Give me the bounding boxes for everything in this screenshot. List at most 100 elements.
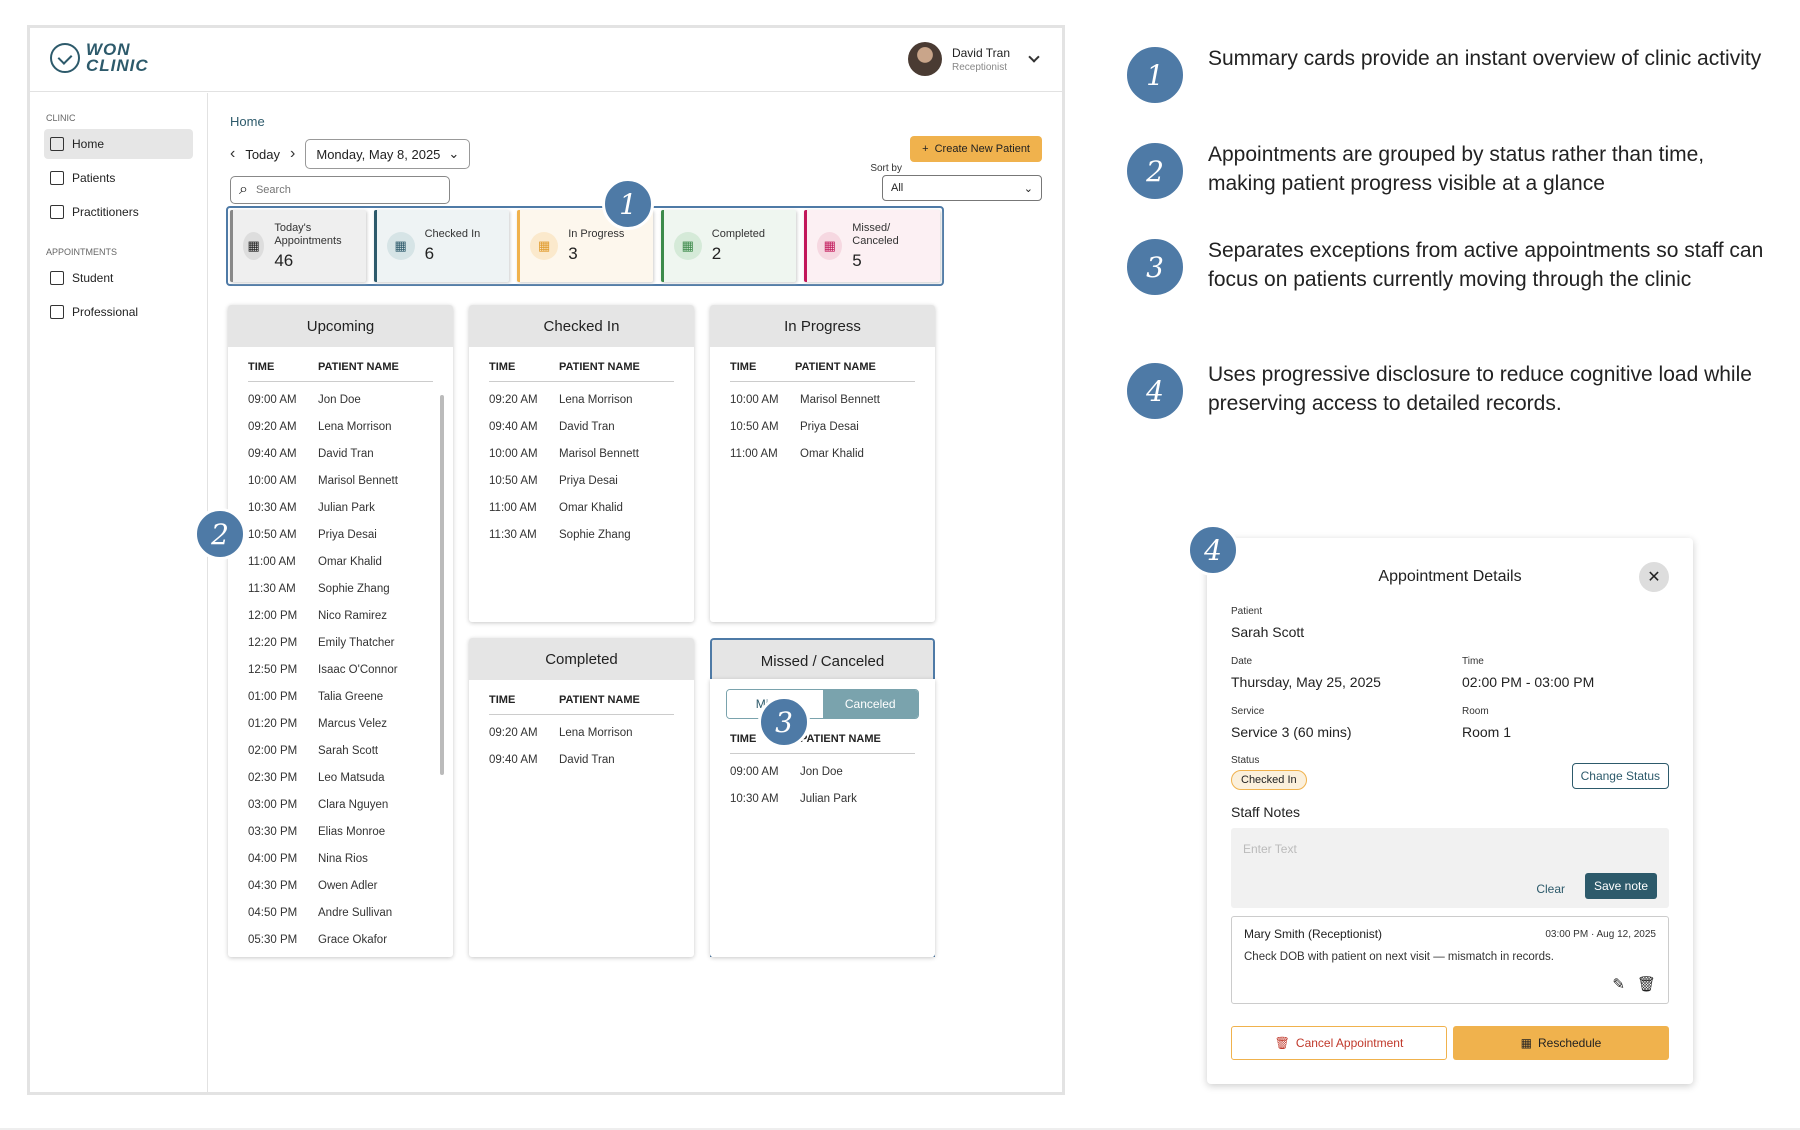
table-row[interactable]: 10:00 AM Marisol Bennett xyxy=(730,386,915,413)
table-row[interactable]: 03:30 PM Elias Monroe xyxy=(248,818,433,845)
table-row[interactable]: 10:50 AM Priya Desai xyxy=(730,413,915,440)
summary-card-today[interactable]: ▦ Today's Appointments 46 xyxy=(230,210,366,282)
table-row[interactable]: 09:40 AM David Tran xyxy=(489,413,674,440)
staff-notes-textarea[interactable]: Enter Text Clear Save note xyxy=(1231,828,1669,908)
table-row[interactable]: 11:00 AM Omar Khalid xyxy=(730,440,915,467)
sidebar-item-professional[interactable]: Professional xyxy=(44,297,193,327)
table-row[interactable]: 09:40 AM David Tran xyxy=(248,440,433,467)
cancel-appointment-button[interactable]: 🗑 Cancel Appointment xyxy=(1231,1026,1447,1060)
summary-card-missed[interactable]: ▦ Missed/ Canceled 5 xyxy=(804,210,940,282)
chevron-left-icon[interactable]: ‹ xyxy=(230,145,236,162)
row-patient-name: Nina Rios xyxy=(318,852,368,865)
trash-icon[interactable]: 🗑 xyxy=(1636,976,1656,993)
row-time: 09:20 AM xyxy=(489,393,538,406)
row-patient-name: Grace Okafor xyxy=(318,933,388,946)
sidebar-item-student[interactable]: Student xyxy=(44,263,193,293)
table-row[interactable]: 01:20 PM Marcus Velez xyxy=(248,710,433,737)
table-row[interactable]: 09:20 AM Lena Morrison xyxy=(248,413,433,440)
row-time: 10:50 AM xyxy=(248,528,297,541)
row-time: 05:30 PM xyxy=(248,933,298,946)
table-row[interactable]: 09:20 AM Lena Morrison xyxy=(489,386,674,413)
search-input[interactable] xyxy=(255,184,426,196)
table-row[interactable]: 10:30 AM Julian Park xyxy=(730,785,915,812)
summary-card-checked-in[interactable]: ▦ Checked In 6 xyxy=(373,210,510,282)
table-row[interactable]: 09:00 AM Jon Doe xyxy=(248,386,433,413)
create-patient-button[interactable]: + Create New Patient xyxy=(910,136,1042,162)
room-value: Room 1 xyxy=(1462,724,1512,740)
row-patient-name: Omar Khalid xyxy=(800,447,864,460)
row-patient-name: Marisol Bennett xyxy=(800,393,880,406)
table-row[interactable]: 10:00 AM Marisol Bennett xyxy=(248,467,433,494)
note-entry: Mary Smith (Receptionist) 03:00 PM · Aug… xyxy=(1231,916,1669,1004)
staff-notes-heading: Staff Notes xyxy=(1231,804,1301,820)
row-time: 12:50 PM xyxy=(248,663,298,676)
table-row[interactable]: 01:00 PM Talia Greene xyxy=(248,683,433,710)
today-button[interactable]: Today xyxy=(245,146,281,162)
page-divider xyxy=(0,1128,1800,1130)
table-row[interactable]: 03:00 PM Clara Nguyen xyxy=(248,791,433,818)
close-icon[interactable]: ✕ xyxy=(1639,562,1669,592)
table-row[interactable]: 12:50 PM Isaac O'Connor xyxy=(248,656,433,683)
time-value: 02:00 PM - 03:00 PM xyxy=(1462,674,1595,690)
table-row[interactable]: 02:00 PM Sarah Scott xyxy=(248,737,433,764)
row-time: 01:20 PM xyxy=(248,717,298,730)
card-label: Checked In xyxy=(424,228,481,240)
table-row[interactable]: 09:40 AM David Tran xyxy=(489,746,674,773)
table-row[interactable]: 10:50 AM Priya Desai xyxy=(489,467,674,494)
breadcrumb[interactable]: Home xyxy=(230,114,265,129)
save-note-button[interactable]: Save note xyxy=(1584,873,1657,899)
table-row[interactable]: 11:30 AM Sophie Zhang xyxy=(489,521,674,548)
table-row[interactable]: 02:30 PM Leo Matsuda xyxy=(248,764,433,791)
logo[interactable]: WON CLINIC xyxy=(50,41,149,74)
clear-button[interactable]: Clear xyxy=(1536,882,1565,896)
table-row[interactable]: 12:00 PM Nico Ramirez xyxy=(248,602,433,629)
search-box: ⌕ xyxy=(230,176,450,204)
row-patient-name: Sarah Scott xyxy=(318,744,379,757)
sidebar-item-home[interactable]: Home xyxy=(44,129,193,159)
chevron-down-icon[interactable] xyxy=(1028,51,1040,63)
row-patient-name: Marisol Bennett xyxy=(318,474,398,487)
reschedule-label: Reschedule xyxy=(1537,1036,1602,1050)
table-header: TIME PATIENT NAME xyxy=(730,347,915,382)
scrollbar[interactable] xyxy=(440,395,444,775)
service-label: Service xyxy=(1231,706,1265,717)
table-row[interactable]: 10:30 AM Julian Park xyxy=(248,494,433,521)
sidebar-item-label: Professional xyxy=(72,305,139,319)
row-time: 03:00 PM xyxy=(248,798,298,811)
card-value: 46 xyxy=(274,250,294,270)
table-row[interactable]: 04:00 PM Nina Rios xyxy=(248,845,433,872)
change-status-button[interactable]: Change Status xyxy=(1571,763,1669,789)
note-text: Summary cards provide an instant overvie… xyxy=(1208,47,1762,70)
table-row[interactable]: 10:50 AM Priya Desai xyxy=(248,521,433,548)
table-row[interactable]: 10:00 AM Marisol Bennett xyxy=(489,440,674,467)
sidebar-item-practitioners[interactable]: Practitioners xyxy=(44,197,193,227)
table-row[interactable]: 12:20 PM Emily Thatcher xyxy=(248,629,433,656)
user-menu[interactable]: David Tran Receptionist xyxy=(907,42,1040,76)
date-picker[interactable]: Monday, May 8, 2025 ⌄ xyxy=(305,139,471,169)
table-row[interactable]: 09:00 AM Jon Doe xyxy=(730,758,915,785)
trash-icon: 🗑 xyxy=(1274,1036,1290,1050)
summary-card-completed[interactable]: ▦ Completed 2 xyxy=(660,210,797,282)
chevron-right-icon[interactable]: › xyxy=(290,145,296,162)
reschedule-button[interactable]: ▦ Reschedule xyxy=(1453,1026,1669,1060)
row-patient-name: David Tran xyxy=(318,447,374,460)
checked-in-column: Checked In TIME PATIENT NAME 09:20 AM Lena… xyxy=(469,305,694,622)
table-row[interactable]: 05:30 PM Grace Okafor xyxy=(248,926,433,953)
row-patient-name: David Tran xyxy=(559,753,615,766)
edit-icon[interactable]: ✎ xyxy=(1612,976,1625,993)
table-row[interactable]: 11:00 AM Omar Khalid xyxy=(248,548,433,575)
missed-canceled-body: Missed Canceled TIME PATIENT NAME 09:00 A… xyxy=(710,679,935,957)
table-row[interactable]: 11:00 AM Omar Khalid xyxy=(489,494,674,521)
row-time: 09:00 AM xyxy=(248,393,297,406)
in-progress-column: In Progress TIME PATIENT NAME 10:00 AM Mar… xyxy=(710,305,935,622)
table-row[interactable]: 09:20 AM Lena Morrison xyxy=(489,719,674,746)
table-row[interactable]: 04:50 PM Andre Sullivan xyxy=(248,899,433,926)
header-time: TIME xyxy=(248,361,275,373)
note-badge: 2 xyxy=(1124,140,1186,202)
table-row[interactable]: 11:30 AM Sophie Zhang xyxy=(248,575,433,602)
sidebar-item-patients[interactable]: Patients xyxy=(44,163,193,193)
row-time: 11:30 AM xyxy=(248,582,296,595)
sort-select[interactable]: All ⌄ xyxy=(882,175,1042,201)
tab-canceled[interactable]: Canceled xyxy=(822,690,918,718)
table-row[interactable]: 04:30 PM Owen Adler xyxy=(248,872,433,899)
